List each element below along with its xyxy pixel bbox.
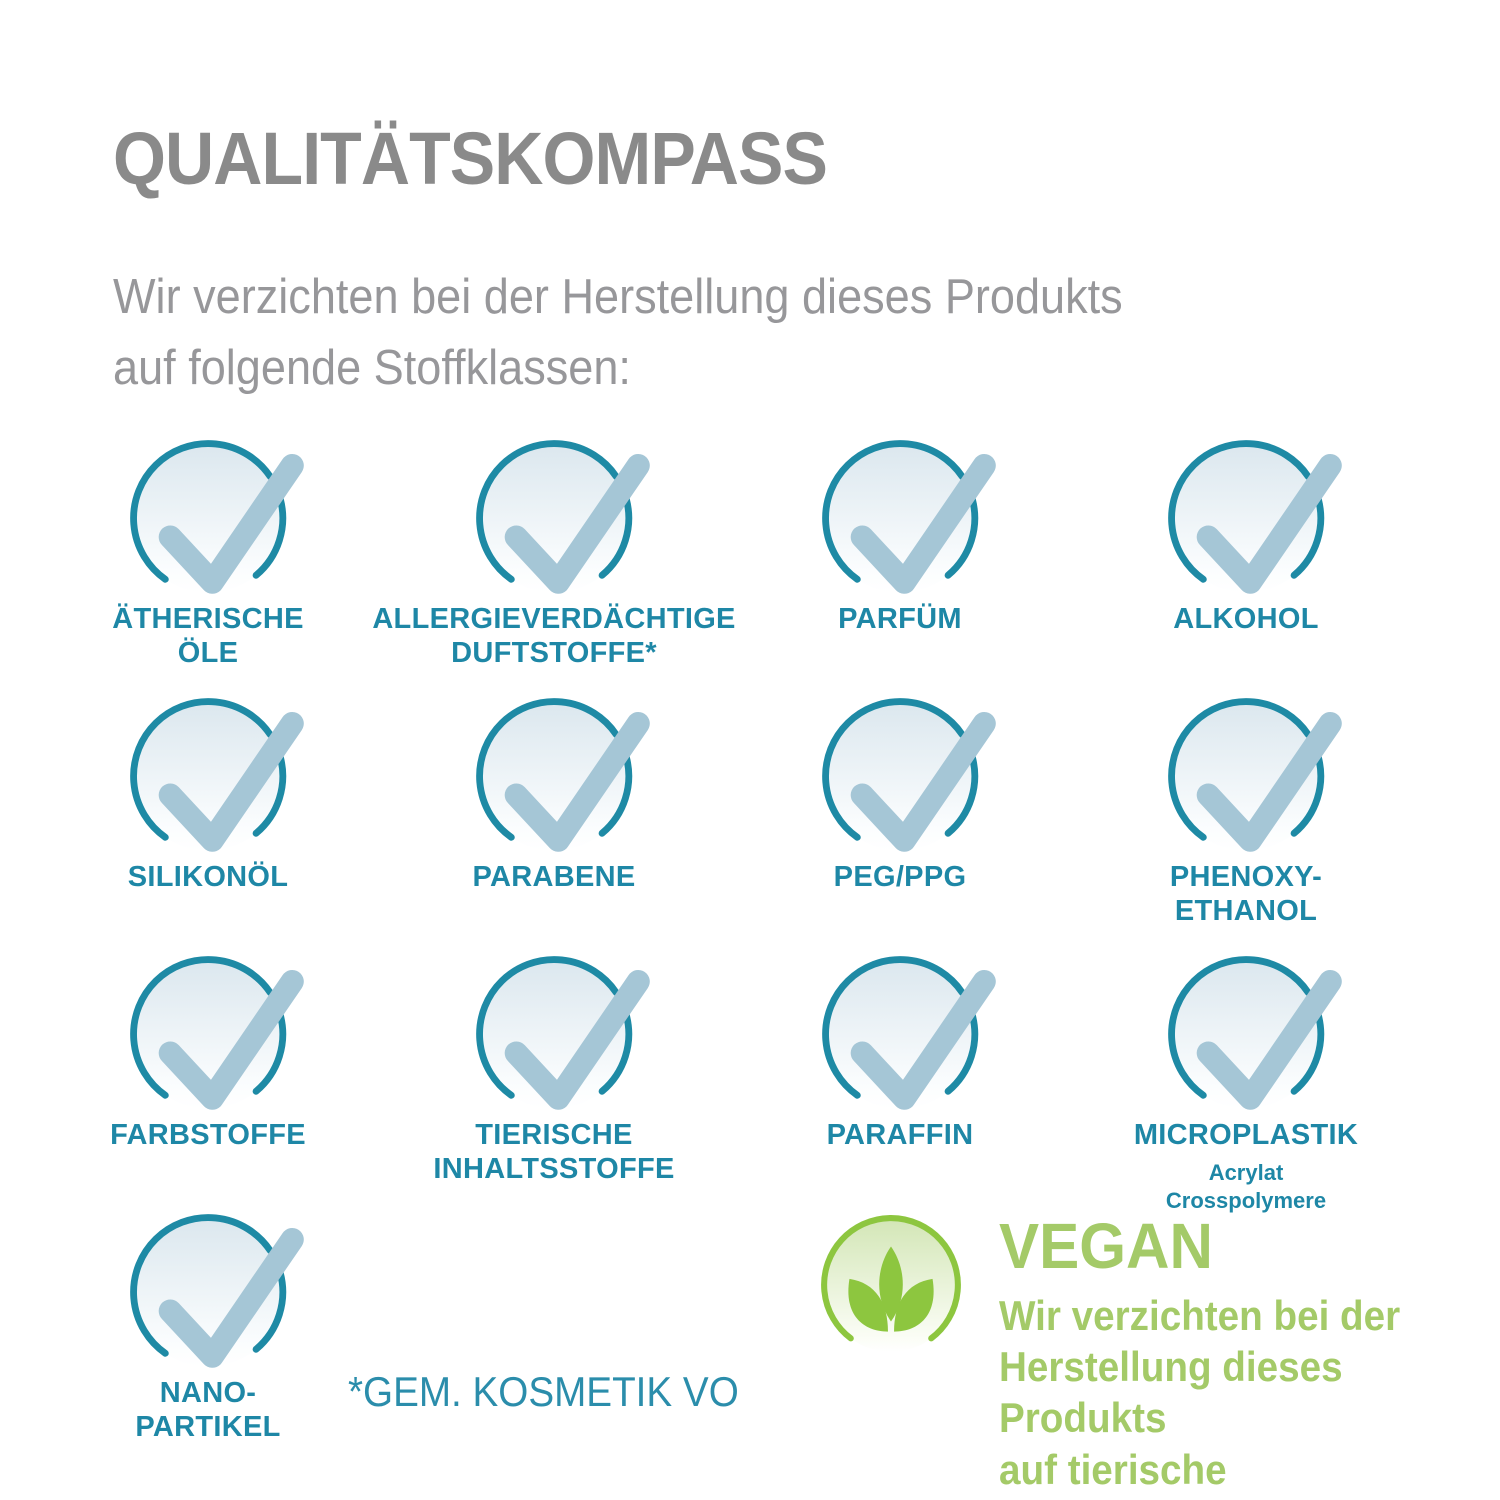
checkmark-circle-icon [1162,952,1346,1112]
ingredient-label: MICROPLASTIK [1133,1119,1359,1151]
ingredient-label: ALLERGIEVERDÄCHTIGE DUFTSTOFFE* [372,603,736,670]
ingredient-item-tierische-inhaltsstoffe: TIERISCHE INHALTSSTOFFE [433,948,674,1206]
checkmark-circle-icon [470,952,654,1112]
vegan-section: VEGAN Wir verzichten bei der Herstellung… [815,1212,1500,1500]
ingredient-item-silikonoel: SILIKONÖL [108,690,308,948]
page-title: QUALITÄTSKOMPASS [113,117,828,200]
ingredient-item-nanopartikel: NANO- PARTIKEL [108,1206,308,1464]
ingredient-label: PARAFFIN [826,1119,974,1151]
checkmark-circle-icon [816,436,1000,596]
ingredient-item-farbstoffe: FARBSTOFFE [108,948,308,1206]
checkmark-circle-icon [124,1210,308,1370]
ingredient-label: PHENOXY- ETHANOL [1169,861,1323,928]
checkmark-circle-icon [470,694,654,854]
ingredient-item-peg-ppg: PEG/PPG [800,690,1000,948]
footnote: *GEM. KOSMETIK VO [348,1368,739,1415]
ingredient-label: SILIKONÖL [127,861,289,893]
ingredient-label: PEG/PPG [833,861,967,893]
checkmark-circle-icon [124,436,308,596]
ingredient-label: TIERISCHE INHALTSSTOFFE [433,1119,675,1186]
ingredient-grid: ÄTHERISCHE ÖLE ALLERGIEVERDÄCHTIGE DUFTS… [35,432,1419,1464]
ingredient-item-allergieverdaechtige-duftstoffe: ALLERGIEVERDÄCHTIGE DUFTSTOFFE* [372,432,735,690]
ingredient-item-parfuem: PARFÜM [800,432,1000,690]
checkmark-circle-icon [816,694,1000,854]
ingredient-item-alkohol: ALKOHOL [1146,432,1346,690]
ingredient-label: FARBSTOFFE [110,1119,306,1151]
ingredient-item-phenoxyethanol: PHENOXY- ETHANOL [1146,690,1346,948]
intro-text: Wir verzichten bei der Herstellung diese… [113,270,1123,395]
ingredient-item-parabene: PARABENE [454,690,654,948]
vegan-heading: VEGAN [999,1210,1213,1282]
ingredient-label: PARABENE [472,861,636,893]
checkmark-circle-icon [1162,694,1346,854]
ingredient-label: NANO- PARTIKEL [135,1377,281,1444]
checkmark-circle-icon [124,694,308,854]
vegan-description: Wir verzichten bei der Herstellung diese… [999,1292,1401,1500]
ingredient-item-paraffin: PARAFFIN [800,948,1000,1206]
ingredient-label: PARFÜM [838,603,962,635]
ingredient-item-aetherische-oele: ÄTHERISCHE ÖLE [108,432,308,690]
ingredient-label: ÄTHERISCHE ÖLE [112,603,304,670]
checkmark-circle-icon [470,436,654,596]
ingredient-item-microplastik: MICROPLASTIK Acrylat Crosspolymere [1133,948,1359,1213]
ingredient-sublabel: Acrylat Crosspolymere [1165,1160,1327,1213]
plant-leaves-icon [815,1212,967,1364]
checkmark-circle-icon [124,952,308,1112]
checkmark-circle-icon [1162,436,1346,596]
checkmark-circle-icon [816,952,1000,1112]
ingredient-label: ALKOHOL [1173,603,1319,635]
vegan-text-column: VEGAN Wir verzichten bei der Herstellung… [999,1212,1500,1500]
